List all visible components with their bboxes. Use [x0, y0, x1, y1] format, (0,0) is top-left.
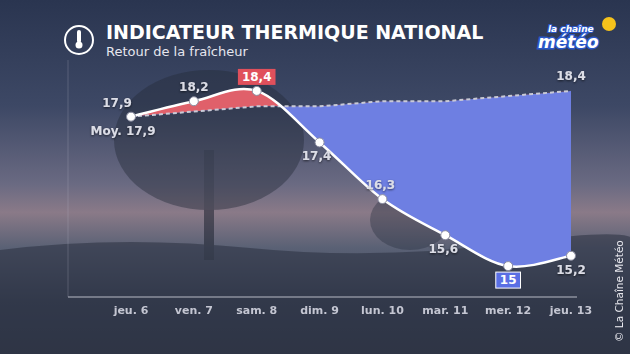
min-label-box — [496, 272, 521, 288]
point — [567, 251, 576, 260]
normal-line — [131, 91, 571, 117]
icon-stem — [77, 30, 81, 43]
logo: la chaînemétéo — [538, 17, 616, 52]
data-label: 17,4 — [302, 149, 332, 163]
x-tick-label: sam. 8 — [236, 304, 277, 317]
point — [315, 138, 324, 147]
x-tick-label: jeu. 13 — [549, 304, 592, 317]
point — [252, 86, 261, 95]
normal-value: 17,9 — [126, 124, 156, 138]
cool-area-group — [131, 89, 571, 267]
data-label: 16,3 — [366, 178, 396, 192]
data-label: 17,9 — [102, 96, 132, 110]
y-axis — [68, 60, 69, 297]
data-label: 18,4 — [242, 70, 272, 84]
temperature-line — [131, 89, 571, 267]
title: INDICATEUR THERMIQUE NATIONAL — [106, 21, 483, 43]
point — [189, 97, 198, 106]
chart: INDICATEUR THERMIQUE NATIONALRetour de l… — [0, 0, 630, 354]
x-axis — [68, 297, 577, 298]
subtitle: Retour de la fraîcheur — [106, 44, 248, 59]
normal-label: Moy. 17,9 — [90, 124, 155, 138]
data-label: 15,2 — [556, 263, 586, 277]
x-tick-label: jeu. 6 — [113, 304, 149, 317]
data-label: 18,2 — [179, 80, 209, 94]
x-tick-label: lun. 10 — [361, 304, 404, 317]
landscape — [0, 70, 630, 354]
point — [378, 195, 387, 204]
x-tick-label: mer. 12 — [485, 304, 531, 317]
normal-name: Moy. — [90, 124, 121, 138]
x-tick-label: dim. 9 — [300, 304, 339, 317]
warm-area — [131, 89, 571, 267]
tree-crown — [114, 70, 304, 210]
plot-area — [127, 86, 576, 270]
logo-text: météo — [538, 32, 599, 52]
max-label-box — [238, 69, 276, 85]
warm-area-group — [131, 89, 571, 267]
point — [127, 112, 136, 121]
normal-label: 18,4 — [556, 69, 586, 83]
data-label: 15 — [500, 273, 517, 287]
thermometer-icon — [65, 26, 93, 54]
icon-bulb — [76, 42, 83, 49]
point — [441, 231, 450, 240]
cool-area — [131, 89, 571, 267]
point — [504, 262, 513, 271]
x-tick-label: mar. 11 — [422, 304, 468, 317]
logo-sun — [602, 17, 616, 31]
icon-ring — [65, 26, 93, 54]
x-tick-label: ven. 7 — [175, 304, 213, 317]
data-label: 15,6 — [428, 242, 458, 256]
credit: © La Chaîne Météo — [613, 240, 625, 342]
